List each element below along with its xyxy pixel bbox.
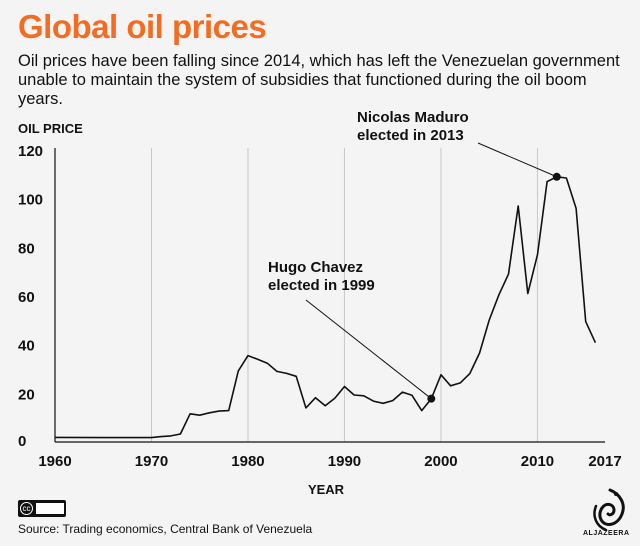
y-axis-title: OIL PRICE: [18, 121, 83, 136]
x-tick-label: 1970: [135, 453, 168, 470]
x-tick-label: 2000: [424, 453, 457, 470]
aljazeera-logo-icon: [593, 488, 625, 532]
y-tick-label: 0: [18, 433, 26, 450]
annotation-label: elected in 1999: [268, 277, 375, 294]
x-tick-label: 1960: [38, 453, 71, 470]
x-axis-title: YEAR: [308, 482, 345, 497]
annotation-label: elected in 2013: [357, 127, 464, 144]
y-tick-label: 100: [18, 192, 43, 209]
annotation-marker: [552, 172, 561, 181]
x-tick-label: 1980: [231, 453, 264, 470]
page-title: Global oil prices: [18, 8, 267, 45]
x-tick-label: 1990: [328, 453, 361, 470]
source-note: Source: Trading economics, Central Bank …: [18, 522, 313, 536]
annotation-leader-line: [477, 142, 557, 178]
y-tick-label: 60: [18, 289, 35, 306]
creative-commons-icon: cc: [18, 500, 66, 517]
chart-axes: [54, 148, 605, 443]
page-subtitle: Oil prices have been falling since 2014,…: [18, 52, 620, 108]
y-tick-label: 80: [18, 240, 35, 257]
x-tick-label: 2017: [588, 453, 621, 470]
logo-text: ALJAZEERA: [583, 530, 630, 537]
annotation-label: Hugo Chavez: [268, 259, 363, 276]
annotation-marker: [427, 394, 436, 403]
y-tick-label: 120: [18, 143, 43, 160]
y-tick-labels: 0 20 40 60 80 100 120: [18, 143, 43, 450]
oil-price-line: [54, 176, 597, 439]
chart-grid: [150, 148, 538, 442]
y-tick-label: 40: [18, 338, 35, 355]
annotation-label: Nicolas Maduro: [357, 109, 469, 126]
y-tick-label: 20: [18, 386, 35, 403]
x-tick-label: 2010: [521, 453, 554, 470]
annotation-leader-line: [305, 299, 432, 400]
x-tick-labels: 1960 1970 1980 1990 2000 2010 2017: [38, 453, 621, 470]
